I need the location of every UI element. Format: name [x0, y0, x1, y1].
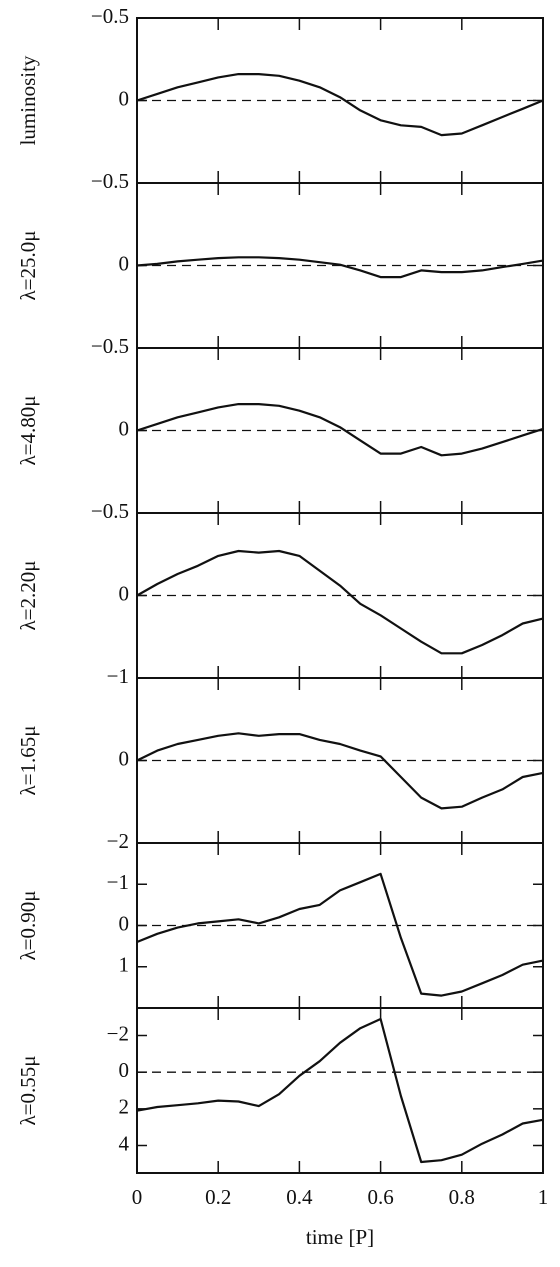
y-axis-label: luminosity [16, 55, 40, 145]
x-tick-label: 0.8 [449, 1185, 475, 1209]
y-tick-label: −2 [107, 829, 129, 853]
y-tick-label: −0.5 [91, 499, 129, 523]
x-tick-label: 0.2 [205, 1185, 231, 1209]
y-tick-label: 0 [119, 1058, 130, 1082]
y-tick-label: −0.5 [91, 4, 129, 28]
y-tick-label: −0.5 [91, 334, 129, 358]
y-tick-label: 0 [119, 86, 130, 110]
y-tick-label: 0 [119, 416, 130, 440]
y-tick-label: 1 [119, 953, 130, 977]
y-tick-label: 2 [119, 1095, 130, 1119]
y-tick-label: −1 [107, 870, 129, 894]
y-axis-label: λ=25.0μ [16, 230, 40, 300]
y-axis-label: λ=2.20μ [16, 560, 40, 630]
x-tick-label: 0.6 [367, 1185, 393, 1209]
y-tick-label: −0.5 [91, 169, 129, 193]
y-axis-label: λ=1.65μ [16, 725, 40, 795]
y-tick-label: −2 [107, 1021, 129, 1045]
y-tick-label: 0 [119, 581, 130, 605]
data-line [136, 732, 544, 810]
data-line [136, 73, 544, 137]
data-line [136, 1017, 544, 1164]
data-line [136, 403, 544, 457]
y-tick-label: 4 [119, 1131, 130, 1155]
y-axis-label: λ=0.55μ [16, 1055, 40, 1125]
x-axis-label: time [P] [306, 1225, 374, 1249]
data-line [136, 256, 544, 279]
y-tick-label: −1 [107, 664, 129, 688]
x-tick-label: 0 [132, 1185, 143, 1209]
panel-frame [136, 1007, 544, 1174]
data-line [136, 549, 544, 655]
data-line [136, 872, 544, 997]
y-axis-label: λ=0.90μ [16, 890, 40, 960]
x-tick-label: 1 [538, 1185, 549, 1209]
y-tick-label: 0 [119, 911, 130, 935]
y-tick-label: 0 [119, 251, 130, 275]
x-tick-label: 0.4 [286, 1185, 313, 1209]
y-tick-label: 0 [119, 746, 130, 770]
y-axis-label: λ=4.80μ [16, 395, 40, 465]
